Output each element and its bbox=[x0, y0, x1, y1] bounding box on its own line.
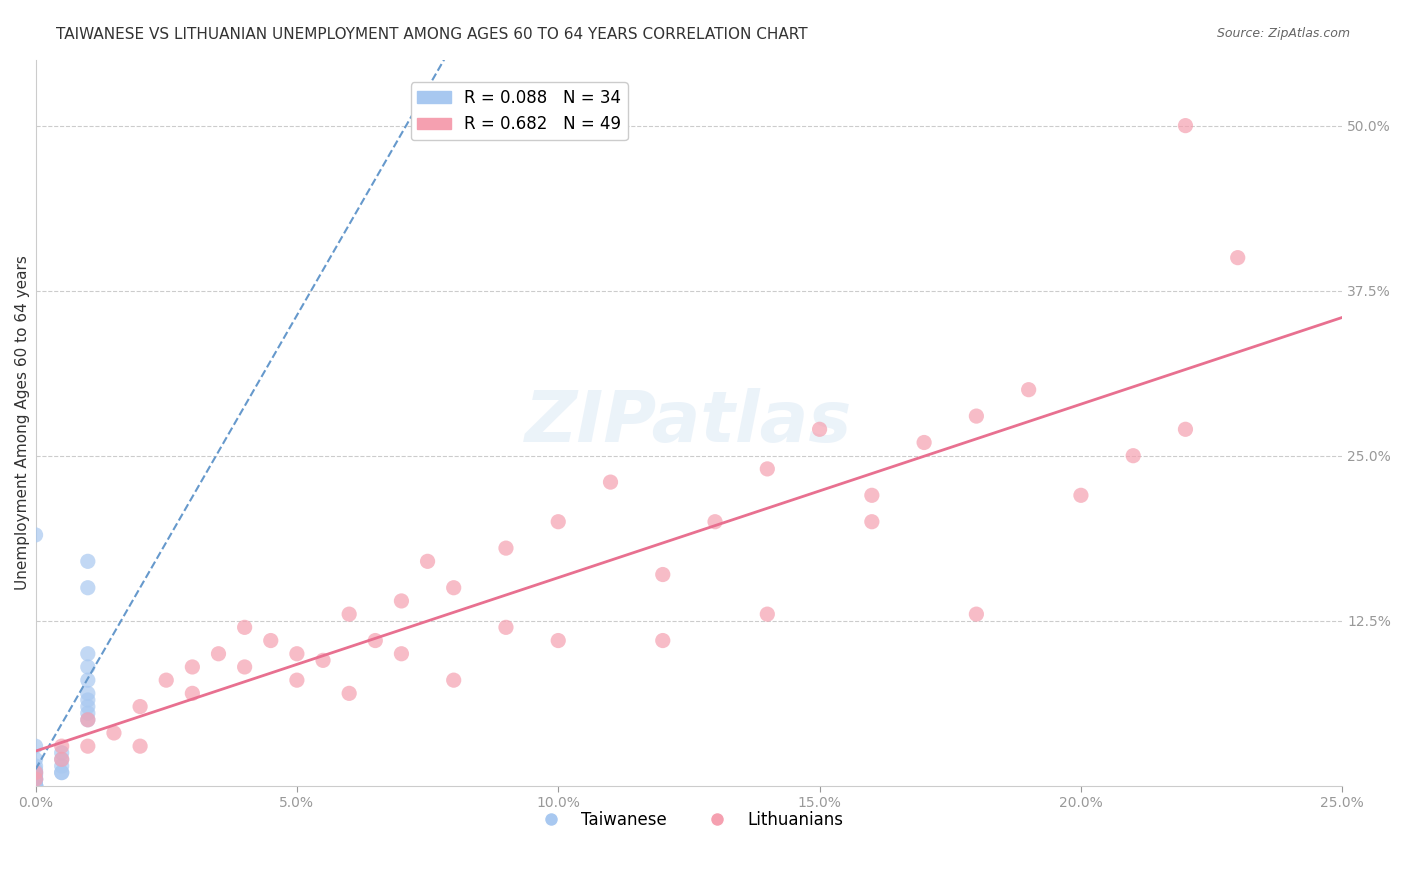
Point bbox=[599, 475, 621, 489]
Point bbox=[547, 515, 569, 529]
Point bbox=[756, 462, 779, 476]
Point bbox=[312, 653, 335, 667]
Point bbox=[1070, 488, 1092, 502]
Point bbox=[24, 772, 46, 787]
Point bbox=[76, 647, 98, 661]
Point bbox=[24, 779, 46, 793]
Point bbox=[24, 772, 46, 787]
Point bbox=[24, 779, 46, 793]
Legend: Taiwanese, Lithuanians: Taiwanese, Lithuanians bbox=[529, 805, 849, 836]
Point bbox=[129, 739, 152, 754]
Point bbox=[860, 488, 883, 502]
Point bbox=[495, 541, 517, 555]
Point bbox=[76, 660, 98, 674]
Point bbox=[337, 607, 360, 622]
Point bbox=[651, 633, 673, 648]
Point bbox=[24, 772, 46, 787]
Point bbox=[416, 554, 439, 568]
Point bbox=[51, 765, 73, 780]
Point bbox=[207, 647, 229, 661]
Point bbox=[495, 620, 517, 634]
Point bbox=[24, 739, 46, 754]
Point bbox=[24, 765, 46, 780]
Point bbox=[24, 759, 46, 773]
Point bbox=[76, 673, 98, 688]
Point bbox=[181, 660, 204, 674]
Point bbox=[24, 765, 46, 780]
Point bbox=[285, 647, 308, 661]
Point bbox=[51, 752, 73, 766]
Point bbox=[965, 607, 987, 622]
Point bbox=[808, 422, 831, 436]
Point bbox=[285, 673, 308, 688]
Point bbox=[51, 765, 73, 780]
Point bbox=[24, 752, 46, 766]
Point bbox=[391, 594, 413, 608]
Point bbox=[24, 768, 46, 782]
Point bbox=[51, 752, 73, 766]
Point bbox=[24, 763, 46, 777]
Point bbox=[76, 713, 98, 727]
Point bbox=[51, 746, 73, 760]
Point bbox=[24, 779, 46, 793]
Point bbox=[76, 554, 98, 568]
Point bbox=[704, 515, 727, 529]
Point bbox=[651, 567, 673, 582]
Point bbox=[233, 620, 256, 634]
Point bbox=[51, 739, 73, 754]
Point bbox=[260, 633, 283, 648]
Point bbox=[76, 739, 98, 754]
Point bbox=[51, 759, 73, 773]
Point bbox=[24, 765, 46, 780]
Point bbox=[391, 647, 413, 661]
Point bbox=[1226, 251, 1249, 265]
Point bbox=[76, 706, 98, 721]
Point bbox=[24, 779, 46, 793]
Text: Source: ZipAtlas.com: Source: ZipAtlas.com bbox=[1216, 27, 1350, 40]
Point bbox=[24, 772, 46, 787]
Point bbox=[547, 633, 569, 648]
Point bbox=[1122, 449, 1144, 463]
Point bbox=[181, 686, 204, 700]
Point bbox=[1174, 119, 1197, 133]
Text: ZIPatlas: ZIPatlas bbox=[526, 388, 852, 458]
Point bbox=[24, 772, 46, 787]
Point bbox=[129, 699, 152, 714]
Point bbox=[76, 713, 98, 727]
Point bbox=[76, 693, 98, 707]
Point bbox=[24, 779, 46, 793]
Point bbox=[233, 660, 256, 674]
Point bbox=[1174, 422, 1197, 436]
Point bbox=[24, 779, 46, 793]
Y-axis label: Unemployment Among Ages 60 to 64 years: Unemployment Among Ages 60 to 64 years bbox=[15, 255, 30, 591]
Point bbox=[912, 435, 935, 450]
Point bbox=[24, 779, 46, 793]
Point bbox=[103, 726, 125, 740]
Text: TAIWANESE VS LITHUANIAN UNEMPLOYMENT AMONG AGES 60 TO 64 YEARS CORRELATION CHART: TAIWANESE VS LITHUANIAN UNEMPLOYMENT AMO… bbox=[56, 27, 808, 42]
Point bbox=[76, 699, 98, 714]
Point bbox=[364, 633, 387, 648]
Point bbox=[1018, 383, 1040, 397]
Point bbox=[443, 581, 465, 595]
Point bbox=[76, 686, 98, 700]
Point bbox=[24, 528, 46, 542]
Point bbox=[756, 607, 779, 622]
Point bbox=[443, 673, 465, 688]
Point bbox=[965, 409, 987, 423]
Point bbox=[860, 515, 883, 529]
Point bbox=[337, 686, 360, 700]
Point bbox=[76, 581, 98, 595]
Point bbox=[155, 673, 177, 688]
